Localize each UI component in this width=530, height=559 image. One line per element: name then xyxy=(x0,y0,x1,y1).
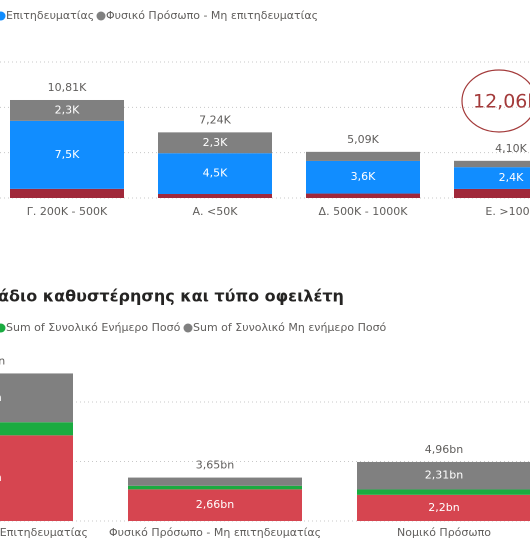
bar-segment xyxy=(0,422,73,436)
total-label: 7,24K xyxy=(199,113,231,126)
x-tick-label: Δ. 500K - 1000K xyxy=(319,205,409,218)
total-label: 4,96bn xyxy=(425,443,463,456)
x-tick-label: Φυσικό Πρόσωπο - Μη επιτηδευματίας xyxy=(109,526,321,539)
x-tick-label: Επιτηδευματίας xyxy=(0,526,88,539)
total-label: 5,09K xyxy=(347,133,379,146)
data-label: 7,2bn xyxy=(0,471,2,484)
data-label: 7,5K xyxy=(55,148,80,161)
bar-segment xyxy=(306,160,420,194)
bar-segment xyxy=(357,489,530,495)
callout-value: 12,06b xyxy=(473,91,530,113)
data-label: 4,5K xyxy=(203,167,228,180)
x-tick-label: Α. <50K xyxy=(193,205,239,218)
callout-ring xyxy=(461,69,530,133)
total-label: 4,10K xyxy=(495,142,527,155)
bar-segment xyxy=(454,160,530,168)
total-label: 10,81K xyxy=(48,81,87,94)
legend-label: Sum of Συνολικό Ενήμερο Ποσό xyxy=(6,321,181,334)
data-label: 4,1bn xyxy=(0,391,2,404)
total-label: 3,65bn xyxy=(196,459,234,472)
bar-segment xyxy=(10,188,124,198)
legend-label: Φυσικό Πρόσωπο - Μη επιτηδευματίας xyxy=(106,9,318,22)
data-label: 3,6K xyxy=(351,170,376,183)
bar-segment xyxy=(158,194,272,198)
bar-segment xyxy=(454,167,530,189)
x-tick-label: Γ. 200K - 500K xyxy=(27,205,108,218)
data-label: 2,66bn xyxy=(196,498,234,511)
legend-swatch xyxy=(0,11,6,21)
bar-segment xyxy=(357,494,530,521)
data-label: 2,31bn xyxy=(425,469,463,482)
bar-segment xyxy=(306,193,420,198)
bar-segment xyxy=(10,120,124,189)
bar-segment xyxy=(10,99,124,121)
bar-segment xyxy=(357,461,530,490)
bar-segment xyxy=(128,485,302,490)
legend-label: Sum of Συνολικό Μη ενήμερο Ποσό xyxy=(193,321,387,334)
bar-segment xyxy=(158,153,272,195)
data-label: 2,4K xyxy=(499,171,524,184)
data-label: 2,3K xyxy=(203,136,228,149)
total-label: 12,4bn xyxy=(0,354,5,367)
bar-segment xyxy=(128,489,302,521)
legend-swatch xyxy=(183,323,193,333)
chart-title: άδιο καθυστέρησης και τύπο οφειλέτη xyxy=(0,287,344,306)
x-tick-label: Ε. >1000 xyxy=(485,205,530,218)
data-label: 2,3K xyxy=(55,103,80,116)
bar-segment xyxy=(158,132,272,154)
bar-segment xyxy=(306,151,420,161)
legend-swatch xyxy=(0,323,6,333)
bar-segment xyxy=(128,477,302,486)
bar-segment xyxy=(0,373,73,423)
bar-segment xyxy=(454,188,530,198)
data-label: 2,2bn xyxy=(428,501,459,514)
legend-swatch xyxy=(96,11,106,21)
legend-label: Επιτηδευματίας xyxy=(6,9,94,22)
bar-segment xyxy=(0,435,73,521)
x-tick-label: Νομικό Πρόσωπο xyxy=(397,526,491,539)
